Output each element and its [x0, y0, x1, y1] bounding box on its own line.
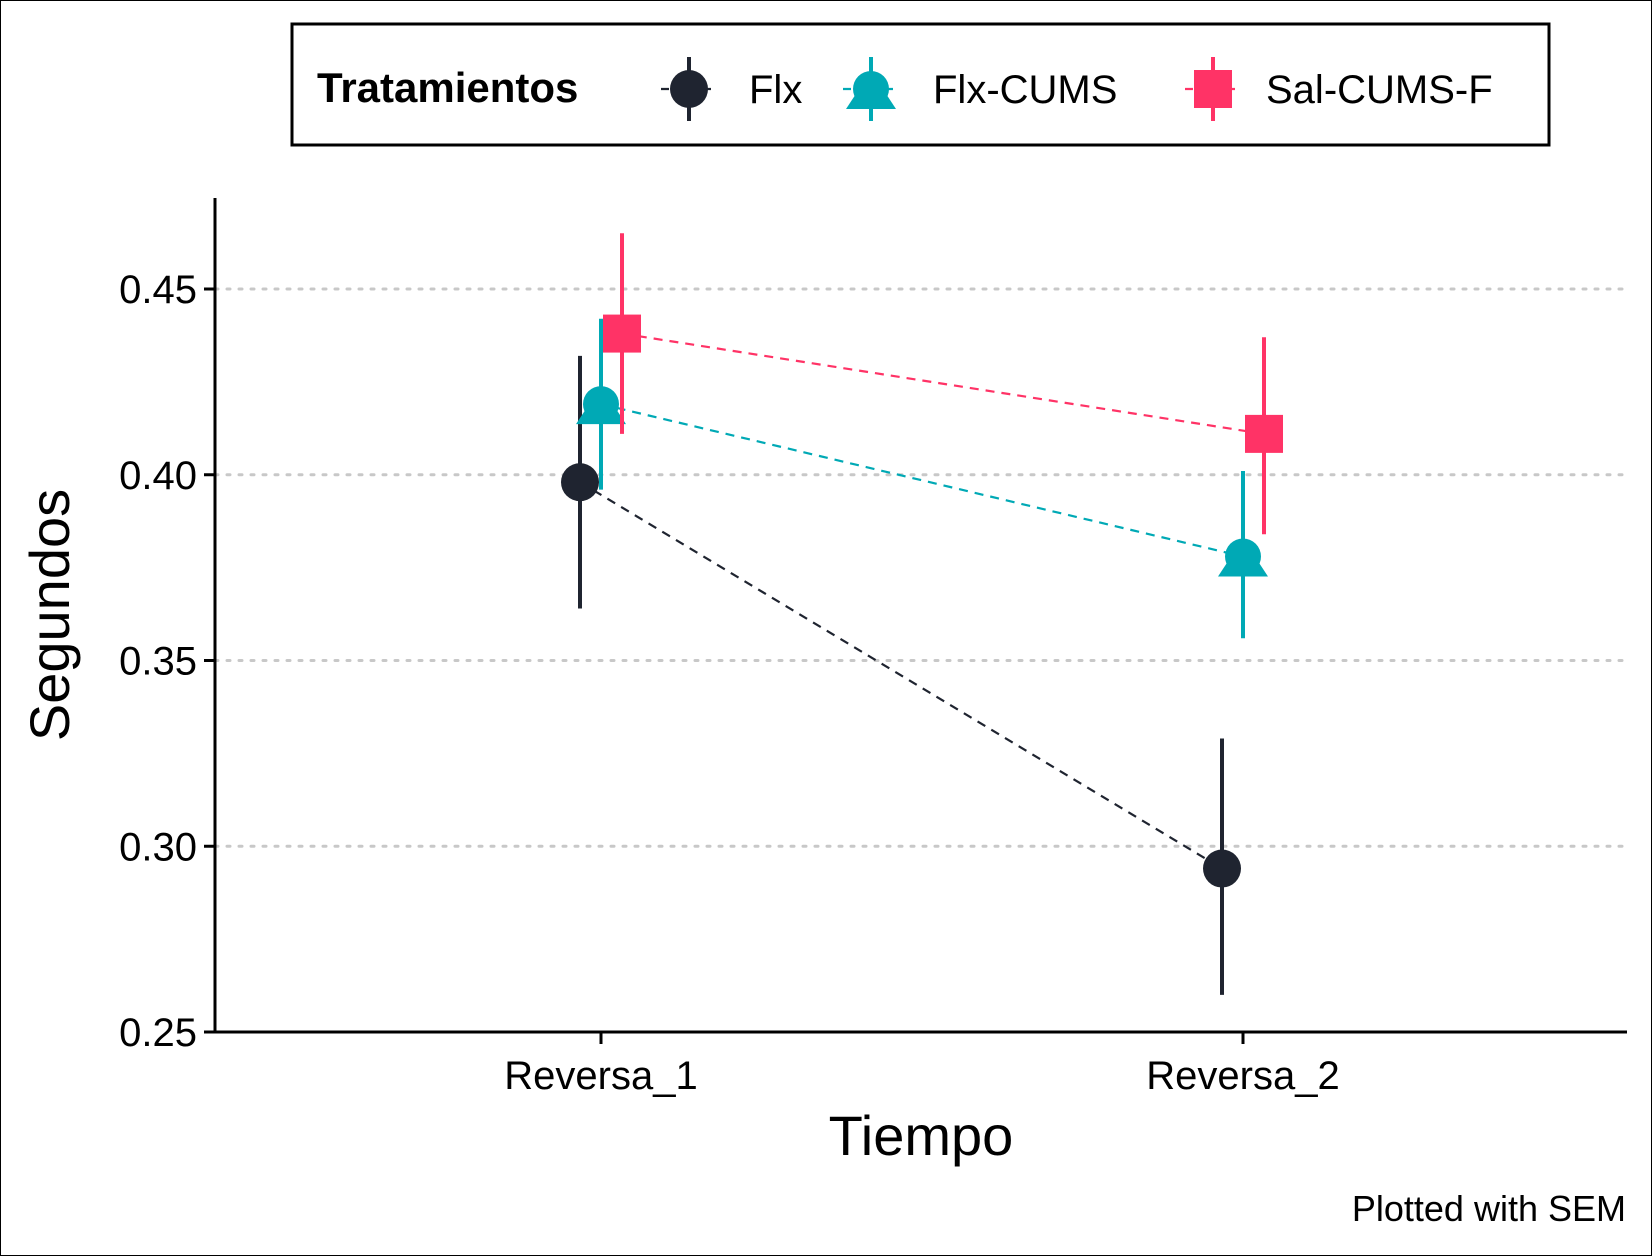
- data-point: [1203, 849, 1241, 888]
- series-flx: [561, 355, 1241, 995]
- y-tick-label: 0.30: [119, 825, 197, 869]
- legend-item: Flx-CUMS: [843, 57, 1117, 121]
- legend-label: Flx: [749, 68, 802, 112]
- legend-box: [290, 22, 1551, 147]
- y-tick-label: 0.45: [119, 268, 197, 312]
- y-tick-label: 0.25: [119, 1011, 197, 1055]
- legend-label: Flx-CUMS: [933, 68, 1117, 112]
- data-point-cap: [1225, 538, 1261, 575]
- legend-item: Sal-CUMS-F: [1185, 57, 1493, 121]
- x-axis-title: Tiempo: [829, 1104, 1014, 1167]
- x-tick-label: Reversa_2: [1146, 1054, 1339, 1098]
- series-flx-cums: [576, 318, 1268, 639]
- data-point: [1218, 538, 1268, 577]
- y-axis-title: Segundos: [18, 489, 81, 741]
- legend-key-marker: [846, 71, 896, 109]
- data-point: [603, 314, 641, 353]
- series-layer: [561, 233, 1283, 995]
- data-point: [1245, 414, 1283, 453]
- legend-label: Sal-CUMS-F: [1266, 68, 1493, 112]
- data-point: [576, 386, 626, 425]
- data-point-cap: [583, 386, 619, 423]
- y-axis-ticks: 0.25 0.30 0.35 0.40 0.45: [119, 268, 215, 1055]
- series-line: [579, 481, 1223, 870]
- legend-key-marker: [1194, 70, 1232, 108]
- legend-title: Tratamientos: [317, 64, 578, 111]
- x-tick-label: Reversa_1: [504, 1054, 697, 1098]
- data-point: [561, 463, 599, 502]
- gridlines: [213, 287, 1629, 848]
- series-line: [621, 332, 1265, 435]
- legend: Tratamientos Flx Flx-CUMS Sal-CUMS-F: [290, 22, 1551, 147]
- legend-key-marker-cap: [853, 71, 889, 107]
- legend-key-marker: [670, 70, 708, 108]
- y-tick-label: 0.40: [119, 454, 197, 498]
- caption: Plotted with SEM: [1352, 1188, 1626, 1229]
- series-line: [600, 403, 1244, 558]
- legend-item: Flx: [661, 57, 802, 121]
- x-axis-ticks: Reversa_1 Reversa_2: [504, 1032, 1340, 1098]
- y-tick-label: 0.35: [119, 640, 197, 684]
- legend-items: Flx Flx-CUMS Sal-CUMS-F: [661, 57, 1493, 121]
- series-sal-cums-f: [603, 233, 1283, 535]
